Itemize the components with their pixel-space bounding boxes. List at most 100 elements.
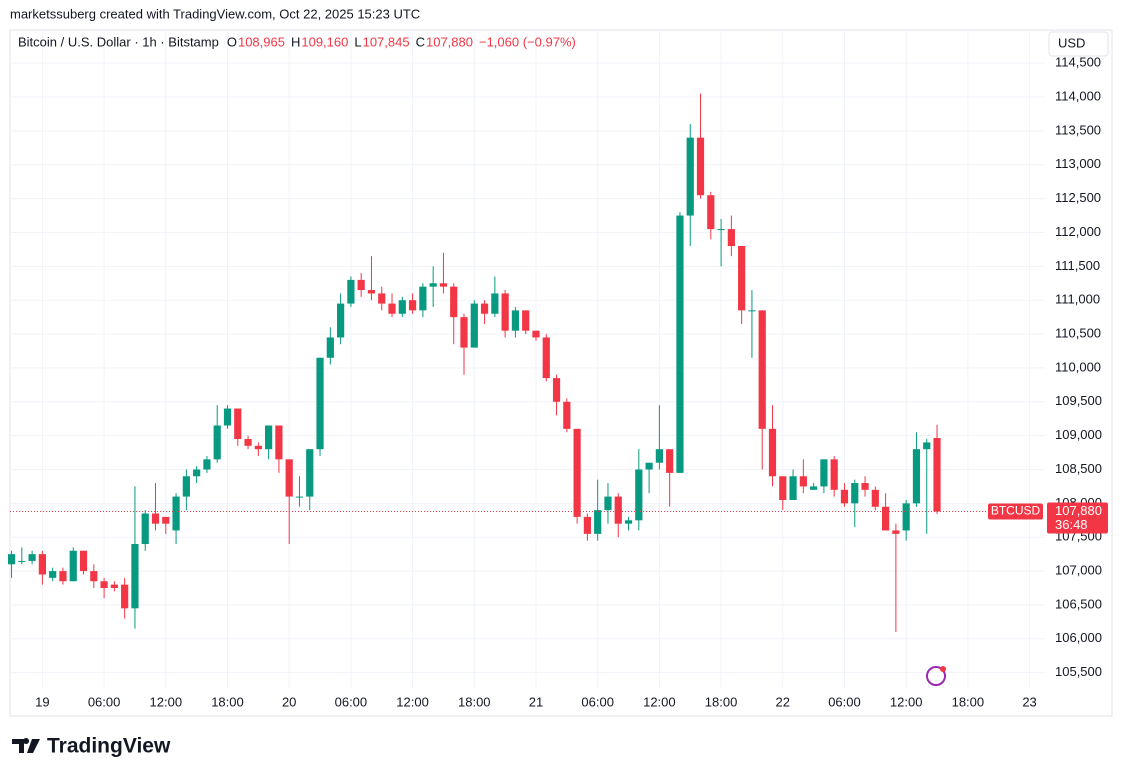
ohlc-value: 109,160 <box>301 34 348 49</box>
ohlc-key: L <box>354 34 361 49</box>
candle-body <box>151 513 160 524</box>
candle-body <box>542 337 550 379</box>
candle-body <box>491 293 499 314</box>
candle-body <box>172 496 180 531</box>
logo-mark <box>12 738 40 753</box>
y-tick-label: 114,000 <box>1055 88 1101 103</box>
candle-body <box>501 293 509 331</box>
candle-body <box>902 503 910 531</box>
x-tick-label: 06:00 <box>335 694 368 709</box>
grid <box>10 30 1045 688</box>
candle-body <box>614 496 622 524</box>
candle-body <box>635 469 643 521</box>
y-tick-label: 111,000 <box>1055 292 1100 307</box>
symbol: Bitcoin / U.S. Dollar · 1h · Bitstamp <box>18 34 219 49</box>
candle-body <box>347 279 355 304</box>
candle-body <box>655 449 663 463</box>
ohlc-value: 107,880 <box>426 34 473 49</box>
candle-body <box>38 554 46 575</box>
candle-body <box>851 483 859 504</box>
candle-body <box>49 571 57 578</box>
candle-body <box>799 476 807 487</box>
brand-logo <box>12 738 40 753</box>
ohlc-value: 107,845 <box>363 34 410 49</box>
candle-body <box>223 408 232 426</box>
last-price-label: 107,880 <box>1055 503 1102 518</box>
candle-body <box>357 279 365 291</box>
watermark-icon <box>926 666 946 686</box>
candle-body <box>450 286 458 318</box>
candle-body <box>69 550 77 582</box>
x-tick-label: 12:00 <box>150 694 183 709</box>
candle-body <box>337 303 345 338</box>
candle-body <box>28 554 36 561</box>
candles <box>7 93 941 633</box>
y-tick-label: 106,000 <box>1055 630 1102 645</box>
candle-body <box>470 303 478 348</box>
x-tick-label: 18:00 <box>458 694 491 709</box>
candle-body <box>100 581 108 589</box>
candle-body <box>892 530 900 534</box>
candle-body <box>398 300 406 314</box>
y-tick-label: 110,500 <box>1055 325 1101 340</box>
icon-ring <box>926 666 946 686</box>
candle-body <box>923 442 931 450</box>
y-tick-label: 111,500 <box>1055 258 1100 273</box>
candle-body <box>696 137 705 196</box>
x-tick-label: 23 <box>1022 694 1036 709</box>
currency-box[interactable] <box>1048 31 1109 57</box>
x-tick-label: 12:00 <box>643 694 676 709</box>
candle-body <box>727 229 735 247</box>
y-tick-label: 112,500 <box>1055 190 1101 205</box>
candle-body <box>326 337 334 358</box>
candle-body <box>79 550 88 572</box>
candle-body <box>244 439 252 446</box>
y-tick-label: 106,500 <box>1055 596 1102 611</box>
candle-body <box>676 215 684 473</box>
candle-body <box>552 378 561 402</box>
candle-body <box>408 300 417 311</box>
candle-body <box>645 462 653 470</box>
candle-body <box>460 317 468 348</box>
x-tick-label: 19 <box>35 694 49 709</box>
y-tick-label: 109,500 <box>1055 393 1102 408</box>
y-tick-label: 109,000 <box>1055 427 1102 442</box>
candle-body <box>840 489 849 504</box>
candle-body <box>285 459 293 497</box>
candle-body <box>738 246 746 311</box>
y-tick-label: 110,000 <box>1055 359 1101 374</box>
chart-frame <box>9 29 1113 717</box>
y-tick-label: 108,500 <box>1055 461 1102 476</box>
x-tick-label: 21 <box>529 694 543 709</box>
change: −1,060 (−0.97%) <box>479 34 576 49</box>
candle-body <box>882 506 890 531</box>
candle-body <box>203 459 211 470</box>
candle-body <box>871 489 879 507</box>
ohlc-key: H <box>291 34 300 49</box>
candle-body <box>131 543 139 609</box>
candle-body <box>666 449 674 473</box>
candle-body <box>820 459 828 487</box>
candle-body <box>563 401 571 429</box>
currency[interactable]: USD <box>1058 35 1085 50</box>
ohlc-key: C <box>416 34 425 49</box>
candle-body <box>522 310 530 331</box>
candle-body <box>594 510 602 534</box>
candle-body <box>367 290 376 294</box>
y-tick-label: 113,500 <box>1055 122 1101 137</box>
candle-body <box>316 357 324 450</box>
y-tick-label: 112,000 <box>1055 224 1101 239</box>
candle-body <box>707 195 715 230</box>
candle-body <box>758 310 766 429</box>
candle-body <box>830 459 838 490</box>
candle-body <box>234 408 242 440</box>
y-tick-label: 114,500 <box>1055 55 1101 70</box>
candle-body <box>193 469 201 477</box>
candle-body <box>182 476 190 497</box>
candle-body <box>388 303 396 314</box>
candle-body <box>779 476 787 500</box>
y-tick-label: 107,000 <box>1055 563 1102 578</box>
candle-body <box>573 428 581 517</box>
candle-body <box>480 303 489 314</box>
candle-body <box>121 584 129 609</box>
